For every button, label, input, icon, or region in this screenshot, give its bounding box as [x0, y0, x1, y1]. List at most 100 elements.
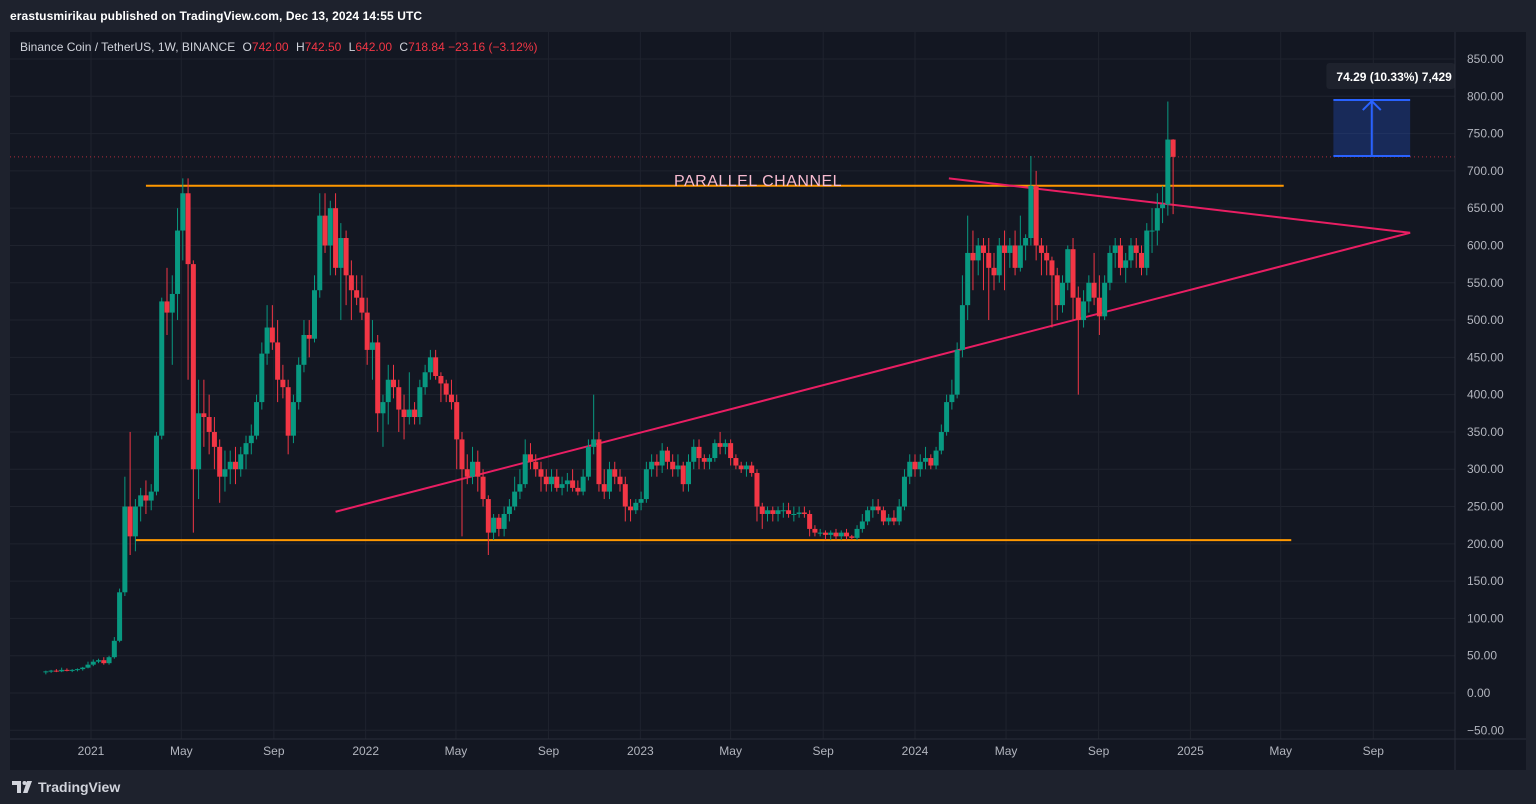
- publisher-info: erastusmirikau published on TradingView.…: [10, 9, 423, 23]
- measure-arrow-head: [1362, 99, 1382, 111]
- candle-body: [791, 513, 797, 515]
- candle-body: [438, 376, 444, 384]
- candle-body: [470, 461, 476, 477]
- price-tick-label: 300.00: [1467, 462, 1504, 476]
- candle-body: [859, 521, 865, 529]
- candle-body: [454, 402, 460, 440]
- candle-body: [717, 443, 723, 447]
- candle-body: [901, 476, 907, 507]
- price-tick-label: 150.00: [1467, 574, 1504, 588]
- candle-body: [923, 458, 929, 462]
- time-tick-label: Sep: [1363, 744, 1385, 758]
- candle-body: [838, 532, 844, 537]
- candle-body: [217, 446, 223, 477]
- candle-body: [854, 528, 860, 538]
- candle-body: [375, 342, 381, 414]
- candle-body: [122, 506, 128, 593]
- candle-body: [211, 431, 217, 447]
- candle-body: [296, 364, 302, 403]
- candle-body: [132, 506, 138, 537]
- price-chart[interactable]: PARALLEL CHANNEL 74.29 (10.33%) 7,429 718…: [10, 32, 1526, 770]
- price-tick-label: −50.00: [1467, 723, 1504, 737]
- high-label: H: [295, 40, 305, 54]
- candle-body: [980, 245, 986, 253]
- candle-body: [622, 484, 628, 507]
- candle-body: [232, 461, 238, 470]
- candle-body: [238, 454, 244, 470]
- candle-body: [849, 536, 855, 538]
- candle-body: [433, 357, 439, 376]
- candle-body: [85, 664, 91, 668]
- candle-body: [701, 458, 707, 462]
- candle-body: [1128, 245, 1134, 261]
- candle-body: [180, 193, 186, 231]
- candle-body: [527, 454, 533, 462]
- candle-body: [670, 461, 676, 470]
- candle-body: [327, 208, 333, 246]
- chart-panel[interactable]: PARALLEL CHANNEL 74.29 (10.33%) 7,429 718…: [10, 32, 1526, 770]
- candle-body: [227, 461, 233, 470]
- candle-body: [1154, 208, 1160, 231]
- candle-body: [1091, 282, 1097, 298]
- time-tick-label: Sep: [1088, 744, 1110, 758]
- tradingview-logo[interactable]: TradingView: [12, 778, 120, 796]
- candle-body: [464, 469, 470, 477]
- candle-body: [754, 472, 760, 507]
- price-tick-label: 600.00: [1467, 238, 1504, 252]
- time-tick-label: 2021: [78, 744, 105, 758]
- price-tick-label: 750.00: [1467, 127, 1504, 141]
- candle-body: [222, 469, 228, 477]
- candle-body: [169, 293, 175, 313]
- candle-body: [90, 661, 96, 665]
- candle-body: [870, 506, 876, 511]
- candle-body: [1102, 282, 1108, 317]
- candle-body: [1133, 245, 1139, 253]
- candle-body: [43, 671, 49, 673]
- candle-body: [812, 528, 818, 533]
- time-tick-label: 2025: [1177, 744, 1204, 758]
- candle-body: [759, 506, 765, 514]
- candle-body: [570, 480, 576, 488]
- candle-body: [722, 443, 728, 447]
- candle-body: [675, 465, 681, 470]
- time-tick-label: 2023: [627, 744, 654, 758]
- time-axis: 2021 May Sep 2022 May Sep 2023 May Sep 2024 May Sep…: [10, 738, 1526, 758]
- symbol-legend: Binance Coin / TetherUS, 1W, BINANCE O74…: [20, 40, 538, 54]
- price-tick-label: 250.00: [1467, 500, 1504, 514]
- candle-body: [48, 670, 54, 672]
- candle-body: [1123, 260, 1129, 268]
- close-label: C: [399, 40, 409, 54]
- candle-body: [601, 484, 607, 492]
- tradingview-logo-icon: [12, 781, 32, 793]
- time-tick-label: Sep: [263, 744, 285, 758]
- candle-body: [53, 670, 59, 672]
- candle-body: [506, 506, 512, 514]
- candle-body: [80, 667, 86, 670]
- candle-body: [475, 461, 481, 477]
- candle-body: [1165, 139, 1171, 205]
- time-tick-label: May: [170, 744, 193, 758]
- candle-body: [1059, 282, 1065, 306]
- candle-body: [448, 394, 454, 403]
- candle-body: [617, 476, 623, 485]
- price-tick-label: 450.00: [1467, 350, 1504, 364]
- candle-body: [69, 669, 75, 671]
- candle-body: [143, 495, 149, 501]
- channel-label: PARALLEL CHANNEL: [674, 173, 842, 190]
- candle-body: [844, 532, 850, 537]
- candle-body: [775, 510, 781, 514]
- candle-body: [970, 252, 976, 261]
- candle-body: [712, 443, 718, 459]
- candle-body: [765, 510, 771, 514]
- open-label: O: [242, 40, 252, 54]
- candle-body: [585, 446, 591, 477]
- candle-body: [264, 327, 270, 354]
- candle-body: [1170, 139, 1176, 157]
- candle-body: [833, 532, 839, 537]
- candle-body: [354, 290, 360, 298]
- bottom-bar: TradingView: [0, 770, 1536, 804]
- candle-body: [480, 476, 486, 500]
- price-tick-label: 800.00: [1467, 89, 1504, 103]
- candle-body: [111, 640, 117, 658]
- candle-body: [422, 372, 428, 388]
